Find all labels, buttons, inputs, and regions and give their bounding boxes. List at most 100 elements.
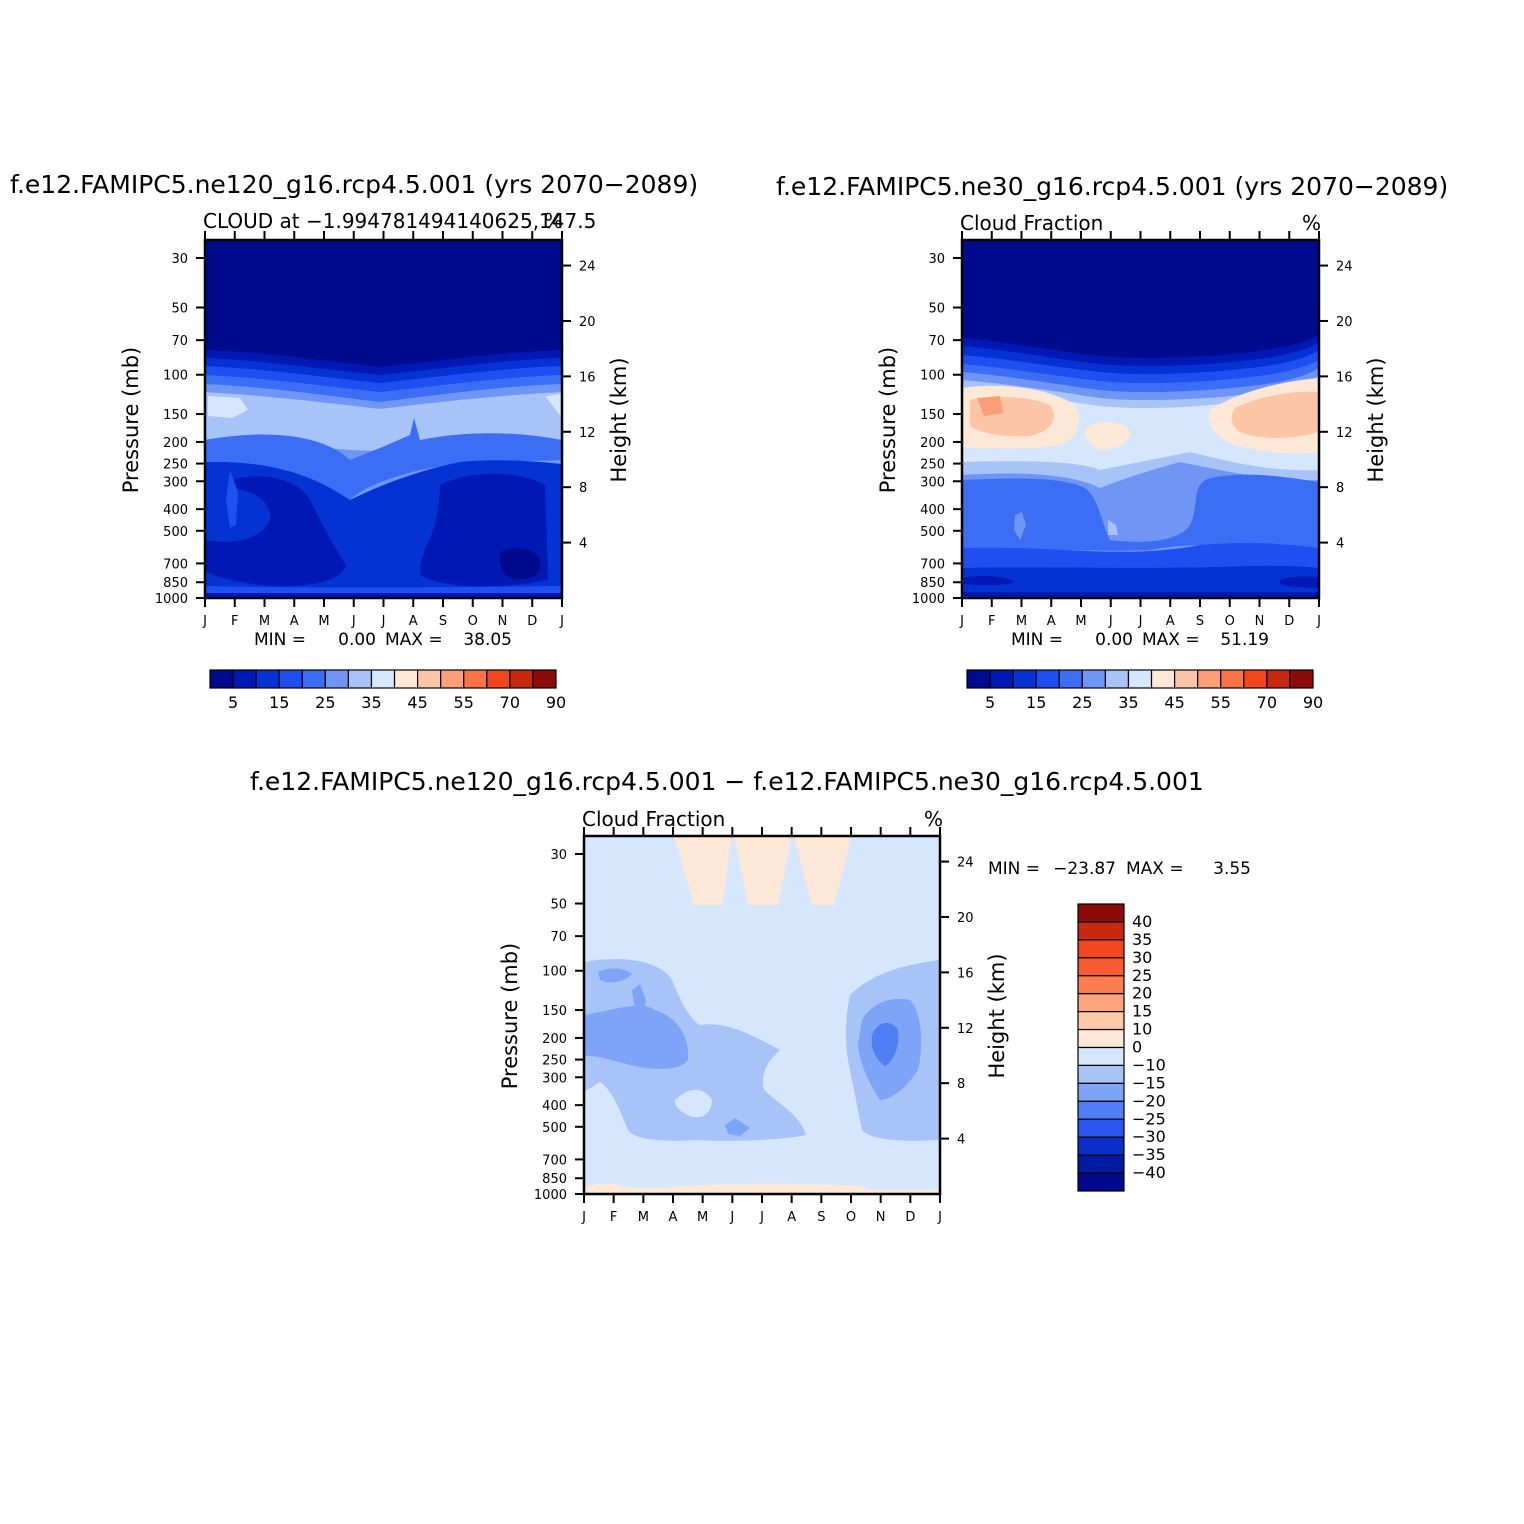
y-tick-label: 50	[928, 302, 945, 317]
colorbar-label: −35	[1132, 1145, 1166, 1164]
colorbar-swatch	[393, 669, 419, 689]
panel-3-units: %	[924, 807, 943, 831]
contour-band	[226, 470, 238, 528]
colorbar-swatch	[324, 669, 350, 689]
y-tick-label: 1000	[534, 1188, 567, 1203]
colorbar-swatch	[255, 669, 280, 689]
stat-max-label: MAX =	[1126, 859, 1184, 879]
contour-band	[1084, 421, 1131, 450]
x-tick-label: F	[988, 614, 995, 629]
colorbar-label: 35	[361, 693, 381, 712]
y-tick-label: 500	[542, 1121, 567, 1136]
y-tick-label: 30	[171, 252, 188, 267]
y-tick-right-label: 16	[1336, 370, 1353, 385]
x-tick-label: J	[351, 614, 356, 629]
colorbar-swatch	[1266, 669, 1291, 689]
colorbar-swatch	[347, 669, 373, 689]
contour-band	[584, 1183, 940, 1194]
panel-3-subtitle: Cloud Fraction	[582, 807, 725, 831]
colorbar-label: 25	[315, 693, 335, 712]
x-tick-label: M	[697, 1210, 708, 1225]
x-tick-label: A	[409, 614, 418, 629]
x-tick-label: D	[527, 614, 537, 629]
y-tick-right-label: 24	[579, 260, 596, 275]
colorbar-swatch	[417, 669, 442, 689]
y-tick-label: 100	[920, 369, 945, 384]
panel-2-ylabel-right: Height (km)	[1364, 357, 1388, 482]
x-tick-label: J	[729, 1210, 734, 1225]
y-tick-right-label: 4	[957, 1133, 965, 1148]
contour-band	[1231, 391, 1319, 438]
x-tick-label: J	[1138, 614, 1143, 629]
colorbar-label: −10	[1132, 1055, 1166, 1074]
y-tick-label: 150	[163, 408, 188, 423]
colorbar-swatch	[1077, 1154, 1125, 1174]
stat-max-value: 38.05	[463, 630, 512, 650]
colorbar-swatch	[1104, 669, 1130, 689]
colorbar-label: 25	[1072, 693, 1092, 712]
y-tick-label: 850	[542, 1172, 567, 1187]
panel-2-subtitle: Cloud Fraction	[960, 211, 1103, 235]
contour-band	[499, 548, 541, 580]
y-tick-label: 30	[550, 848, 567, 863]
colorbar-label: 20	[1132, 984, 1152, 1003]
colorbar-label: 45	[407, 693, 427, 712]
x-tick-label: S	[439, 614, 447, 629]
colorbar-label: 25	[1132, 966, 1152, 985]
colorbar-swatch	[1077, 1046, 1125, 1067]
y-tick-right-label: 8	[579, 481, 587, 496]
y-tick-label: 100	[542, 965, 567, 980]
panel-3-ylabel: Pressure (mb)	[498, 943, 522, 1090]
stat-min-value: 0.00	[1095, 630, 1133, 650]
x-tick-label: D	[1284, 614, 1294, 629]
x-tick-label: J	[759, 1210, 764, 1225]
y-tick-label: 850	[163, 576, 188, 591]
x-tick-label: A	[787, 1210, 796, 1225]
y-tick-right-label: 8	[957, 1077, 965, 1092]
x-tick-label: M	[1075, 614, 1086, 629]
contour-band	[977, 396, 1003, 416]
panel-1-stats: MIN = 0.00 MAX = 38.05	[254, 630, 512, 650]
y-tick-right-label: 24	[957, 856, 974, 871]
stat-max-value: 3.55	[1213, 859, 1251, 879]
y-tick-right-label: 16	[579, 370, 596, 385]
y-tick-label: 850	[920, 576, 945, 591]
colorbar-swatch	[440, 669, 465, 689]
colorbar-swatch	[301, 669, 326, 689]
colorbar-swatch	[1077, 1011, 1125, 1031]
colorbar-swatch	[1173, 669, 1199, 689]
colorbar-swatch	[966, 669, 991, 689]
x-tick-label: J	[381, 614, 386, 629]
y-tick-label: 1000	[912, 592, 945, 607]
x-tick-label: O	[468, 614, 478, 629]
panel-3-contours	[584, 836, 940, 1194]
x-tick-label: A	[290, 614, 299, 629]
y-tick-right-label: 4	[1336, 537, 1344, 552]
contour-band	[1100, 487, 1168, 533]
x-tick-label: S	[817, 1210, 825, 1225]
panel-2-colorbar: 5 15 25 35 45 55 70 90	[966, 669, 1323, 712]
colorbar-label: 55	[1211, 693, 1231, 712]
x-tick-label: M	[638, 1210, 649, 1225]
contour-band	[962, 474, 1319, 552]
panel-1-colorbar: 5 15 25 35 45 55 70 90	[209, 669, 566, 712]
contour-band	[598, 968, 632, 983]
x-tick-label: A	[1047, 614, 1056, 629]
colorbar-swatch	[1243, 669, 1268, 689]
y-tick-right-label: 8	[1336, 481, 1344, 496]
colorbar-swatch	[209, 669, 234, 689]
panel-1-title: f.e12.FAMIPC5.ne120_g16.rcp4.5.001 (yrs …	[10, 170, 698, 199]
colorbar-label: 15	[1132, 1002, 1152, 1021]
contour-band	[674, 836, 732, 905]
y-tick-label: 200	[920, 436, 945, 451]
x-tick-label: F	[231, 614, 238, 629]
y-tick-label: 400	[163, 503, 188, 518]
panel-2-contours	[962, 240, 1319, 598]
panel-1-units: %	[544, 209, 563, 233]
contour-band	[1108, 520, 1118, 535]
contour-band	[725, 1118, 750, 1136]
y-tick-label: 70	[550, 930, 567, 945]
colorbar-swatch	[1077, 1136, 1125, 1156]
y-tick-label: 70	[928, 334, 945, 349]
panel-3-stats: MIN = −23.87 MAX = 3.55	[988, 859, 1251, 879]
